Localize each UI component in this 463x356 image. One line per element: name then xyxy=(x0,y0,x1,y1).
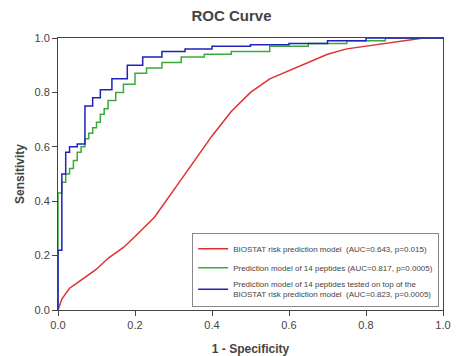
svg-text:0.4: 0.4 xyxy=(35,195,50,207)
svg-text:0.8: 0.8 xyxy=(35,86,50,98)
svg-text:Prediction model of 14 peptide: Prediction model of 14 peptides tested o… xyxy=(233,280,431,299)
svg-text:0.8: 0.8 xyxy=(358,319,373,331)
svg-text:0.0: 0.0 xyxy=(35,304,50,316)
svg-text:0.4: 0.4 xyxy=(204,319,219,331)
svg-text:1.0: 1.0 xyxy=(35,32,50,44)
svg-text:Sensitivity: Sensitivity xyxy=(13,144,27,204)
svg-text:Prediction model of 14 peptide: Prediction model of 14 peptides (AUC=0.8… xyxy=(233,264,433,273)
svg-text:0.2: 0.2 xyxy=(35,249,50,261)
svg-text:0.6: 0.6 xyxy=(35,141,50,153)
svg-text:0.0: 0.0 xyxy=(50,319,65,331)
svg-text:ROC Curve: ROC Curve xyxy=(191,7,271,24)
svg-text:1 - Specificity: 1 - Specificity xyxy=(212,342,290,356)
svg-text:0.6: 0.6 xyxy=(281,319,296,331)
svg-text:1.0: 1.0 xyxy=(435,319,450,331)
svg-text:0.2: 0.2 xyxy=(127,319,142,331)
svg-text:BIOSTAT risk prediction model: BIOSTAT risk prediction model (AUC=0.643… xyxy=(233,245,427,254)
